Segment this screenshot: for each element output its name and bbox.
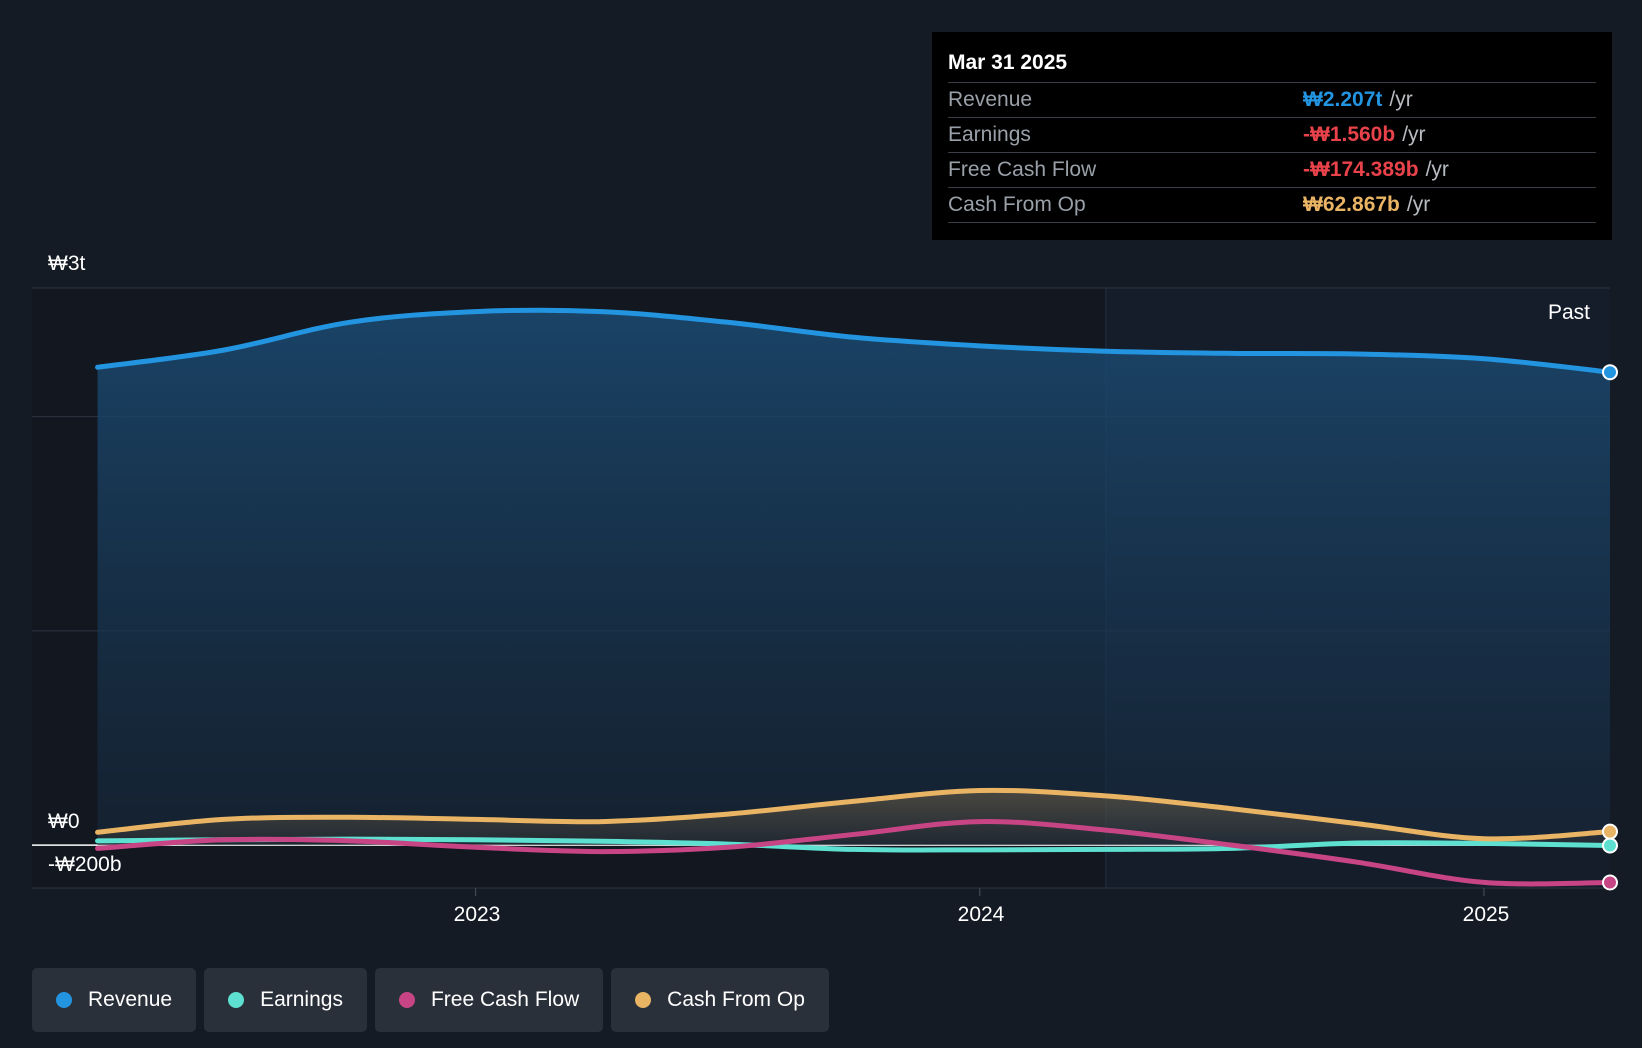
tooltip-label: Free Cash Flow bbox=[948, 158, 1097, 181]
tooltip-value: -₩1.560b bbox=[1303, 123, 1396, 146]
tooltip-unit: /yr bbox=[1406, 193, 1431, 216]
x-tick-label-2025: 2025 bbox=[1462, 903, 1510, 926]
tooltip-row-cash-from-op: Cash From Op ₩62.867b /yr bbox=[948, 188, 1596, 223]
cash-from-op-end-marker bbox=[1602, 823, 1618, 840]
cash-from-op-line bbox=[95, 787, 1613, 842]
revenue-line bbox=[95, 307, 1613, 375]
legend-label: Cash From Op bbox=[667, 988, 805, 1011]
free-cash-flow-end-marker bbox=[1602, 874, 1618, 891]
legend-label: Earnings bbox=[260, 988, 343, 1011]
revenue-end-marker bbox=[1602, 364, 1618, 381]
tooltip-value: ₩2.207t bbox=[1303, 88, 1383, 111]
y-tick-label-top: ₩3t bbox=[48, 252, 86, 275]
tooltip-label: Earnings bbox=[948, 123, 1031, 146]
tooltip: Mar 31 2025 Revenue ₩2.207t /yr Earnings… bbox=[932, 32, 1612, 240]
legend: Revenue Earnings Free Cash Flow Cash Fro… bbox=[32, 968, 829, 1032]
revenue-area bbox=[97, 310, 1611, 846]
x-tick-label-2024: 2024 bbox=[957, 903, 1005, 926]
legend-label: Free Cash Flow bbox=[430, 988, 580, 1011]
tooltip-unit: /yr bbox=[1425, 158, 1449, 181]
earnings-end-marker bbox=[1602, 837, 1618, 854]
legend-label: Revenue bbox=[88, 988, 173, 1011]
legend-item-free-cash-flow[interactable]: Free Cash Flow bbox=[374, 968, 604, 1032]
cash-from-op-area bbox=[97, 790, 1611, 846]
legend-item-cash-from-op[interactable]: Cash From Op bbox=[611, 968, 829, 1032]
y-tick-label-bottom: -₩200b bbox=[48, 853, 122, 876]
tooltip-unit: /yr bbox=[1402, 123, 1426, 146]
tooltip-label: Revenue bbox=[948, 88, 1033, 111]
tooltip-row-revenue: Revenue ₩2.207t /yr bbox=[948, 83, 1596, 118]
x-tick-label-2023: 2023 bbox=[453, 903, 501, 926]
y-tick-label-zero: ₩0 bbox=[48, 810, 80, 833]
past-label: Past bbox=[1548, 301, 1591, 324]
tooltip-date: Mar 31 2025 bbox=[948, 44, 1596, 83]
tooltip-value: -₩174.389b bbox=[1303, 158, 1419, 181]
legend-item-earnings[interactable]: Earnings bbox=[204, 968, 367, 1032]
legend-item-revenue[interactable]: Revenue bbox=[32, 968, 197, 1032]
revenue-dot-icon bbox=[56, 992, 72, 1008]
tooltip-row-free-cash-flow: Free Cash Flow -₩174.389b /yr bbox=[948, 153, 1596, 188]
cash-from-op-dot-icon bbox=[635, 992, 652, 1008]
free-cash-flow-line bbox=[95, 819, 1613, 887]
tooltip-row-earnings: Earnings -₩1.560b /yr bbox=[948, 118, 1596, 153]
tooltip-label: Cash From Op bbox=[948, 193, 1086, 216]
tooltip-unit: /yr bbox=[1389, 88, 1413, 111]
tooltip-value: ₩62.867b bbox=[1303, 193, 1400, 216]
earnings-dot-icon bbox=[228, 992, 245, 1008]
free-cash-flow-dot-icon bbox=[398, 992, 415, 1008]
